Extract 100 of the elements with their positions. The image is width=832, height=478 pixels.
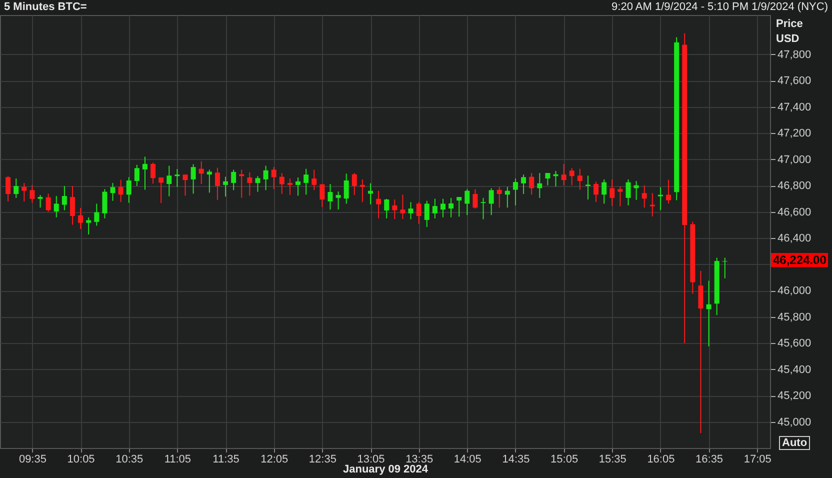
x-tick-label: 12:05 <box>260 454 288 466</box>
candlestick <box>602 178 607 204</box>
x-tick-label: 17:05 <box>744 454 772 466</box>
candlestick <box>432 198 438 219</box>
candlestick <box>504 186 510 208</box>
candlestick <box>223 176 228 198</box>
candlestick <box>376 190 382 219</box>
candlestick <box>126 176 132 204</box>
candlestick <box>320 184 325 208</box>
candlestick <box>304 168 309 196</box>
candlestick <box>472 188 478 210</box>
candlestick <box>174 168 180 188</box>
candlestick <box>384 198 390 219</box>
candlestick <box>416 202 422 224</box>
candlestick <box>54 195 59 218</box>
candlestick <box>134 164 140 186</box>
candlestick <box>722 257 728 279</box>
candlestick <box>408 202 414 220</box>
candlestick <box>650 192 655 217</box>
candlestick <box>110 182 116 202</box>
y-tick-label: 46,400 <box>778 232 812 245</box>
x-tick-label: 09:35 <box>18 454 46 466</box>
candlestick <box>610 178 615 207</box>
candlestick <box>400 194 406 220</box>
chart-subtitle: 9:20 AM 1/9/2024 - 5:10 PM 1/9/2024 (NYC) <box>612 1 828 13</box>
x-tick-label: 14:05 <box>454 454 482 466</box>
candlestick <box>255 176 260 192</box>
candlestick <box>312 169 317 191</box>
candlestick <box>440 198 446 218</box>
x-tick-label: 14:35 <box>502 454 530 466</box>
candlestick <box>166 165 172 197</box>
candlestick <box>247 172 252 196</box>
candlestick <box>263 165 268 191</box>
y-tick-label: 46,000 <box>778 285 812 298</box>
x-tick-label: 11:05 <box>164 454 192 466</box>
candlestick <box>642 184 647 208</box>
candlestick <box>118 179 124 203</box>
candlestick <box>577 168 582 190</box>
candlestick <box>182 174 188 196</box>
candlestick <box>618 186 623 207</box>
candlestick <box>142 156 148 190</box>
candlestick <box>464 188 470 216</box>
candlestick <box>496 186 502 208</box>
candlestick <box>22 182 27 202</box>
candlestick <box>658 186 663 211</box>
candlestick <box>296 176 301 196</box>
candlestick <box>102 188 108 219</box>
y-tick-label: 45,200 <box>778 390 812 402</box>
candlestick <box>392 198 398 220</box>
candlestick <box>158 176 164 204</box>
y-tick-label: 45,000 <box>778 416 812 428</box>
candlestick <box>456 196 462 218</box>
candlestick <box>594 181 599 203</box>
y-tick-label: 45,600 <box>778 338 812 350</box>
x-tick-label: 15:05 <box>550 454 578 466</box>
y-tick-label: 47,800 <box>778 48 812 61</box>
x-axis-title: January 09 2024 <box>342 464 429 476</box>
candlestick <box>14 178 19 198</box>
candlestick <box>336 190 341 210</box>
candlestick <box>626 178 631 206</box>
candlestick <box>62 185 67 211</box>
y-tick-label: 46,800 <box>778 180 812 192</box>
x-tick-label: 16:35 <box>696 454 724 466</box>
candlestick <box>488 188 494 216</box>
candlestick <box>190 164 196 194</box>
candlestick <box>198 160 204 184</box>
x-tick-label: 16:05 <box>647 454 675 466</box>
candlestick <box>529 172 534 196</box>
y-tick-label: 45,400 <box>778 364 812 376</box>
candlestick <box>231 169 236 191</box>
candlestick <box>30 184 35 204</box>
candlestick <box>666 179 672 204</box>
text: Auto <box>779 436 810 450</box>
y-tick-label: 47,200 <box>778 128 812 140</box>
candlestick <box>352 172 357 196</box>
candlestick <box>6 176 11 202</box>
candlestick <box>206 169 212 194</box>
candlestick <box>46 193 51 212</box>
y-axis-title: Price USD <box>776 17 804 47</box>
candlestick <box>424 200 430 228</box>
candlestick <box>585 175 590 200</box>
candlestick <box>287 178 292 196</box>
candlestick <box>70 185 75 226</box>
candlestick <box>537 172 542 198</box>
text: 46,224.00 <box>771 253 828 268</box>
candlestick <box>545 172 550 186</box>
x-tick-label: 10:05 <box>67 454 95 466</box>
candlestick <box>569 168 574 186</box>
candlestick <box>360 178 365 203</box>
x-tick-label: 13:35 <box>406 454 434 466</box>
candlestick <box>78 207 84 230</box>
candlestick <box>344 173 349 204</box>
x-tick-label: 13:05 <box>357 454 385 466</box>
candlestick <box>328 184 333 210</box>
x-tick-label: 10:35 <box>116 454 144 466</box>
candlestick <box>38 194 43 208</box>
y-tick-label: 45,800 <box>778 311 812 324</box>
candlestick <box>279 172 284 194</box>
y-tick-label: 46,600 <box>778 206 812 218</box>
candlestick <box>698 270 704 434</box>
